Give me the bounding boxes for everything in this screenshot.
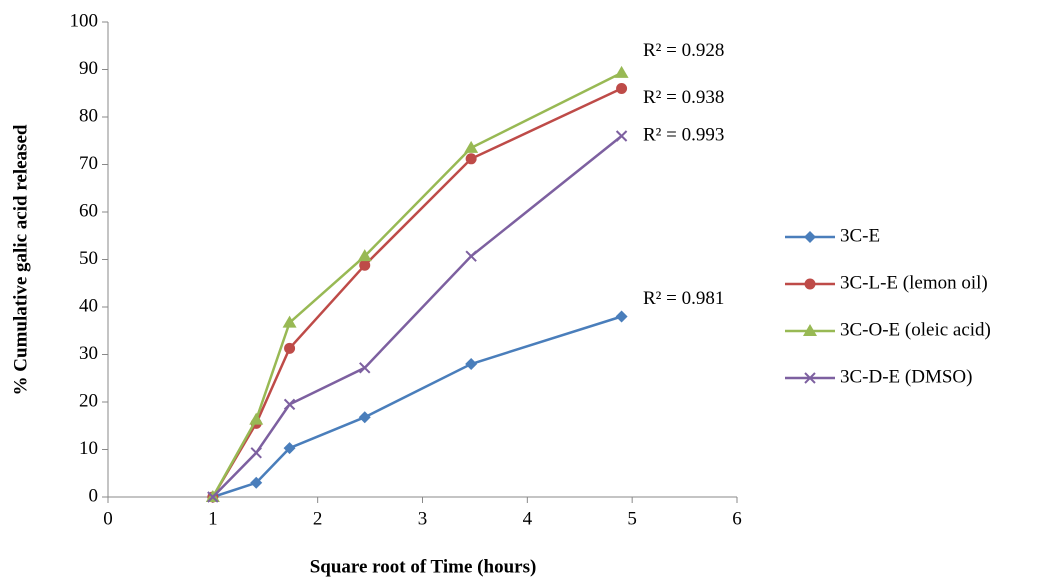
marker [616,311,628,323]
x-tick-label: 3 [418,508,428,529]
annotation: R² = 0.981 [643,288,724,309]
y-tick-label: 40 [79,295,98,316]
marker [805,279,816,290]
marker [285,399,295,409]
annotation: R² = 0.928 [643,40,724,61]
x-tick-label: 5 [627,508,637,529]
marker [359,411,371,423]
y-tick-label: 100 [70,10,99,31]
legend-label: 3C-D-E (DMSO) [840,366,972,387]
series-line [213,136,622,497]
y-tick-label: 90 [79,58,98,79]
marker [251,448,261,458]
y-tick-label: 10 [79,438,98,459]
legend-label: 3C-L-E (lemon oil) [840,272,988,293]
marker [615,66,629,78]
marker [359,260,370,271]
x-tick-label: 6 [732,508,742,529]
marker [360,363,370,373]
x-tick-label: 4 [523,508,533,529]
x-tick-label: 1 [208,508,218,529]
annotation: R² = 0.993 [643,124,724,145]
y-tick-label: 0 [89,485,99,506]
y-tick-label: 50 [79,248,98,269]
series-line [213,317,622,498]
legend-label: 3C-E [840,225,880,246]
chart: Square root of Time (hours) % Cumulative… [0,0,1062,582]
series-line [213,73,622,497]
y-tick-label: 60 [79,200,98,221]
marker [616,83,627,94]
marker [465,358,477,370]
y-tick-label: 30 [79,343,98,364]
x-axis-title: Square root of Time (hours) [310,556,537,577]
y-axis-title: % Cumulative galic acid released [10,124,31,395]
series-line [213,89,622,498]
annotation: R² = 0.938 [643,87,724,108]
marker [804,231,816,243]
x-tick-label: 0 [103,508,113,529]
marker [466,153,477,164]
marker [617,131,627,141]
marker [284,343,295,354]
y-tick-label: 80 [79,105,98,126]
legend-label: 3C-O-E (oleic acid) [840,319,991,340]
y-tick-label: 70 [79,153,98,174]
y-tick-label: 20 [79,390,98,411]
page: {"chart_data": {"type": "line", "x_label… [0,0,1062,582]
x-tick-label: 2 [313,508,323,529]
marker [464,141,478,153]
marker [466,251,476,261]
